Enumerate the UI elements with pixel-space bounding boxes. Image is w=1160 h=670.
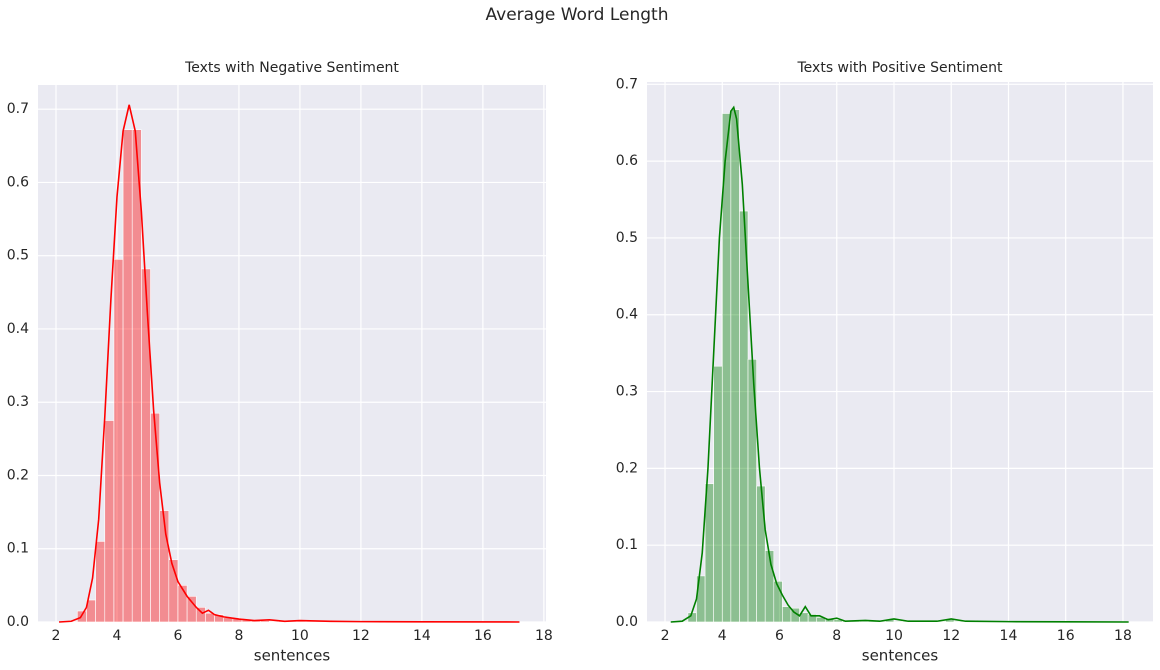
y-tick-label: 0.7 <box>7 101 29 117</box>
x-tick-label: 4 <box>113 628 122 644</box>
x-tick-label: 2 <box>52 628 61 644</box>
x-tick-label: 18 <box>1114 628 1132 644</box>
histogram-bar <box>113 259 124 623</box>
histogram-bar <box>730 109 740 623</box>
x-tick-label: 10 <box>291 628 309 644</box>
y-tick-label: 0.3 <box>616 384 638 400</box>
y-tick-label: 0.2 <box>616 460 638 476</box>
histogram-bar <box>893 620 903 623</box>
histogram-bar <box>704 483 714 623</box>
y-tick-label: 0.1 <box>7 541 29 557</box>
subplot-title: Texts with Positive Sentiment <box>797 60 1004 76</box>
y-tick-label: 0.5 <box>7 248 29 264</box>
x-tick-label: 12 <box>352 628 370 644</box>
x-tick-label: 8 <box>832 628 841 644</box>
x-axis-label: sentences <box>254 647 331 665</box>
x-tick-label: 18 <box>535 628 553 644</box>
histogram-bar <box>141 268 151 623</box>
x-tick-label: 4 <box>718 628 727 644</box>
histogram-bar <box>95 541 106 623</box>
subplot: 0.0 0.1 0.2 0.3 0.4 0.5 0.6 0.7 2 4 6 8 10 12 14 16 18 Te… <box>7 60 553 665</box>
x-tick-label: 10 <box>885 628 903 644</box>
y-tick-label: 0.2 <box>7 467 29 483</box>
x-tick-label: 14 <box>1000 628 1018 644</box>
figure-title: Average Word Length <box>486 5 669 25</box>
y-tick-label: 0.0 <box>7 614 29 630</box>
plot-background <box>647 82 1153 622</box>
subplot: 0.0 0.1 0.2 0.3 0.4 0.5 0.6 0.7 2 4 6 8 10 12 14 16 18 Te… <box>616 60 1153 665</box>
histogram-bar <box>122 129 133 623</box>
y-tick-label: 0.7 <box>616 76 638 92</box>
x-tick-label: 2 <box>661 628 670 644</box>
subplot-title: Texts with Negative Sentiment <box>184 60 399 76</box>
histogram-bar <box>953 620 963 623</box>
histogram-bar <box>773 580 783 623</box>
y-tick-label: 0.6 <box>7 174 29 190</box>
x-tick-label: 6 <box>775 628 784 644</box>
y-tick-label: 0.0 <box>616 614 638 630</box>
histogram-bar <box>756 485 766 623</box>
histogram-bar <box>269 620 279 623</box>
histogram-bar <box>177 585 188 623</box>
x-tick-label: 12 <box>942 628 960 644</box>
y-tick-label: 0.3 <box>7 394 29 410</box>
kde-line <box>670 105 1129 623</box>
histogram-bar <box>764 550 775 623</box>
x-tick-label: 16 <box>474 628 492 644</box>
kde-line <box>58 104 520 623</box>
histogram-bar <box>186 596 197 623</box>
histogram-bar <box>782 606 792 623</box>
plot-background <box>38 85 546 622</box>
y-tick-label: 0.4 <box>616 307 638 323</box>
x-axis-label: sentences <box>862 647 939 665</box>
x-tick-label: 16 <box>1057 628 1075 644</box>
y-tick-label: 0.6 <box>616 153 638 169</box>
histogram-bar <box>150 412 160 623</box>
x-tick-label: 14 <box>413 628 431 644</box>
y-tick-label: 0.4 <box>7 321 29 337</box>
histogram-bar <box>104 420 115 623</box>
y-tick-label: 0.5 <box>616 230 638 246</box>
y-tick-label: 0.1 <box>616 537 638 553</box>
histogram-bar <box>713 365 723 623</box>
x-tick-label: 8 <box>234 628 243 644</box>
x-tick-label: 6 <box>173 628 182 644</box>
